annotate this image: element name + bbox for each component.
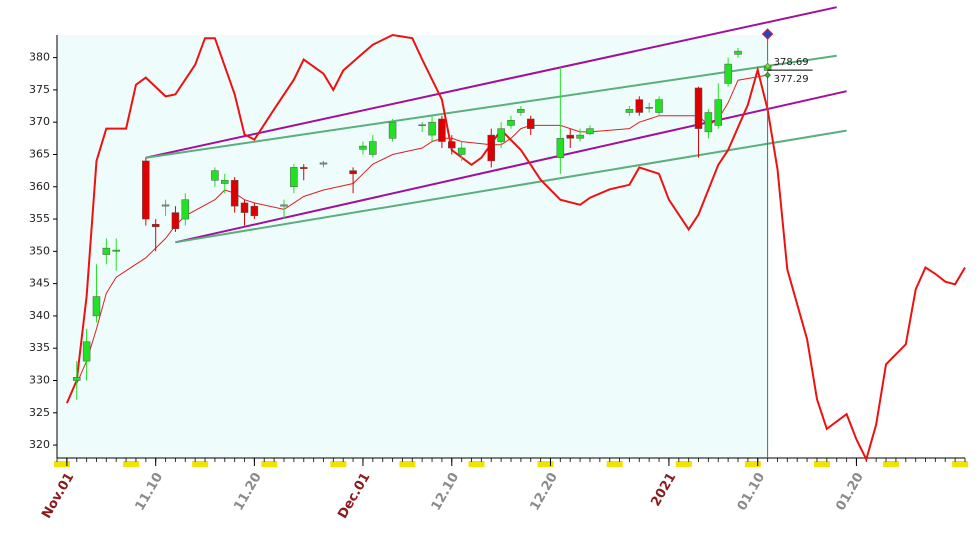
candle-body [694,87,703,129]
candle-body [714,99,723,126]
candle-body [724,63,732,84]
candle-body [576,134,584,139]
candle-body [142,160,150,220]
candle-body [457,147,466,155]
plot-background [57,35,768,458]
candle-body [507,119,515,126]
weekend-marker [606,461,623,467]
axes [53,35,969,467]
candle-body [625,109,634,113]
weekend-marker [813,461,830,467]
y-tick-label: 325 [29,406,50,419]
x-tick-label: 11.10 [133,470,167,513]
y-tick-label: 370 [29,115,50,128]
moving-average [76,74,768,384]
y-tick-label: 320 [29,438,50,451]
weekend-marker [537,461,554,467]
y-tick-label: 335 [29,341,50,354]
weekend-marker [330,461,347,467]
candle-body [112,249,120,252]
channel-line [175,129,847,244]
weekend-marker [399,461,416,467]
candle-body [299,167,308,169]
candle-body [418,124,426,127]
candle-body [349,170,357,175]
candle-body [151,223,160,228]
candle-body [566,134,574,139]
y-tick-label: 345 [29,277,50,290]
candle-body [240,202,249,213]
candle-body [704,112,713,133]
channel-line [145,6,837,159]
candle-body [230,180,239,207]
x-tick-label: 01.20 [833,470,867,513]
y-tick-label: 375 [29,83,50,96]
candle-body [221,180,229,184]
candle-body [438,118,446,142]
x-tick-label: 2021 [648,470,679,509]
y-tick-label: 360 [29,180,50,193]
x-tick-label: 12.10 [429,470,463,513]
candle-body [497,128,505,142]
candle-body [487,134,496,162]
candle-body [369,141,377,155]
candle-body [586,128,594,135]
weekend-marker [261,461,278,467]
channel-line [145,54,837,159]
candle-body [448,141,456,149]
candle-body [635,99,644,113]
candle-body [290,167,298,188]
candle-body [161,204,170,207]
x-tick-label: Dec.01 [335,470,373,521]
candle-body [250,205,259,217]
candle-body [92,296,101,317]
x-tick-label: 01.10 [735,470,769,513]
plot-area [65,6,966,463]
price-marker [764,71,771,79]
candle-body [72,377,81,381]
x-tick-label: 11.20 [231,470,265,513]
weekend-marker [675,461,692,467]
candle-body [171,212,180,229]
candle-body [556,138,565,158]
y-tick-label: 350 [29,244,50,257]
weekend-marker [54,461,70,467]
plot-background [57,35,768,458]
weekend-marker [883,461,900,467]
candle-body [359,145,367,150]
candle-body [211,170,219,181]
candle-body [319,162,328,165]
candle-body [734,50,742,55]
weekend-marker [192,461,209,467]
weekend-marker [952,461,969,467]
weekend-marker [123,461,140,467]
price-label: 377.29 [774,74,809,85]
candle-body [517,109,525,113]
price-label: 378.69 [774,57,809,68]
candle-body [388,121,397,139]
y-tick-label: 340 [29,309,50,322]
candle-body [655,99,663,113]
candle-body [280,204,288,207]
candle-body [526,118,535,129]
candle-body [645,107,653,109]
weekend-marker [744,461,761,467]
candle-body [428,121,436,136]
last-marker [761,28,774,40]
y-tick-label: 355 [29,212,50,225]
x-tick-label: Nov.01 [39,470,77,521]
channel-line [175,90,847,244]
weekend-marker [468,461,485,467]
y-tick-label: 330 [29,374,50,387]
x-tick-label: 12.20 [527,470,561,513]
y-tick-label: 365 [29,147,50,160]
candle-body [102,247,111,255]
oscillator-line [65,33,966,463]
price-marker [764,62,771,70]
candle-body [82,341,91,362]
y-tick-label: 380 [29,51,50,64]
candle-body [181,199,190,220]
